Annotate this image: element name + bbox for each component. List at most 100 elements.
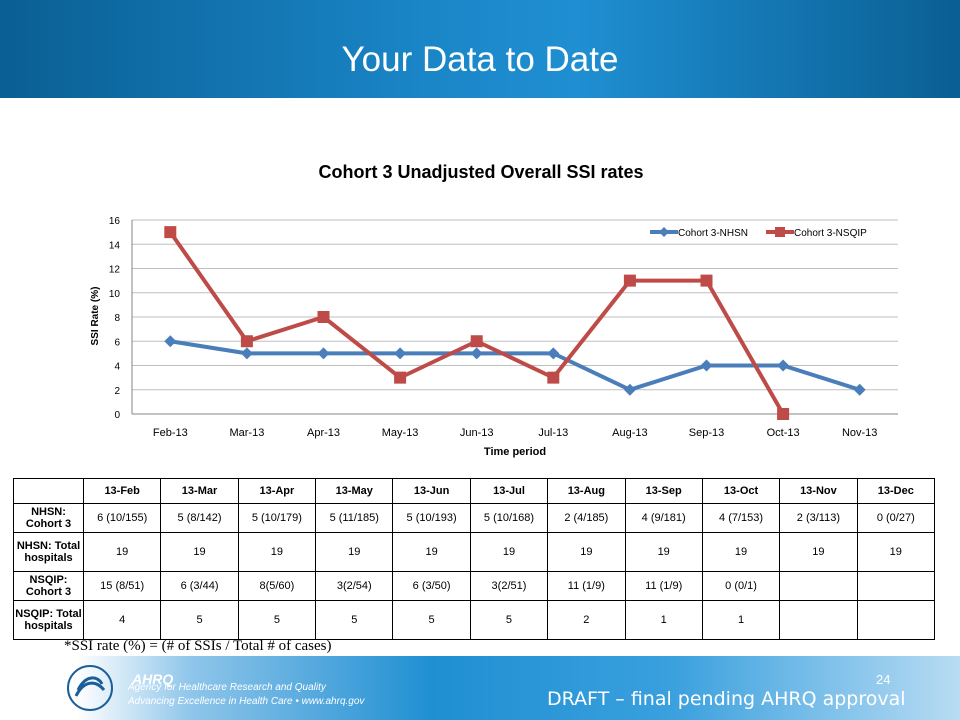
data-point (164, 226, 177, 239)
data-point (470, 335, 483, 348)
table-cell (779, 600, 858, 640)
table-cell: 2 (3/113) (779, 503, 858, 533)
footer-tagline: Advancing Excellence in Health Care • ww… (128, 696, 365, 707)
y-tick-label: 6 (114, 337, 120, 348)
table-cell: 19 (237, 532, 317, 572)
table-header-cell: 13-Dec (856, 478, 936, 504)
table-cell: 3(2/51) (469, 571, 549, 601)
series-line-nsqip (168, 230, 785, 415)
table-cell: 5 (11/185) (315, 503, 394, 533)
legend-marker (659, 227, 669, 237)
y-tick-label: 4 (114, 362, 120, 373)
y-tick-label: 10 (109, 289, 121, 300)
y-tick-label: 0 (114, 410, 120, 421)
table-cell: 4 (7/153) (701, 503, 781, 533)
table-header-cell: 13-Aug (547, 478, 626, 504)
chart-series (164, 226, 866, 420)
data-point (777, 408, 790, 420)
table-cell: 11 (1/9) (624, 571, 703, 601)
legend-marker (775, 227, 785, 237)
x-axis: Feb-13 Mar-13 Apr-13 May-13 Jun-13 Jul-13 Aug-… (153, 427, 878, 439)
y-tick-label: 14 (109, 240, 121, 251)
table-row-label: NHSN: Cohort 3 (13, 503, 84, 533)
table-cell: 5 (160, 600, 239, 640)
legend-label: Cohort 3-NHSN (678, 228, 748, 239)
data-point (700, 274, 713, 287)
table-cell: 5 (10/179) (237, 503, 317, 533)
x-tick-label: Jun-13 (460, 427, 494, 439)
footer-agency-name: Agency for Healthcare Research and Quali… (128, 682, 326, 693)
x-tick-label: Feb-13 (153, 427, 188, 439)
table-cell: 19 (779, 532, 858, 572)
data-point (470, 347, 483, 360)
x-tick-label: Oct-13 (767, 427, 800, 439)
table-cell: 8(5/60) (237, 571, 317, 601)
data-point (547, 371, 560, 384)
data-point (317, 311, 330, 323)
table-cell: 19 (392, 532, 471, 572)
table-cell: 5 (392, 600, 471, 640)
x-tick-label: Mar-13 (229, 427, 264, 439)
slide-header: Your Data to Date (0, 0, 960, 98)
data-point (394, 371, 407, 384)
y-tick-label: 16 (109, 216, 121, 227)
table-header-cell: 13-Jul (469, 478, 549, 504)
table-cell: 19 (160, 532, 239, 572)
table-cell: 4 (9/181) (624, 503, 703, 533)
x-tick-label: Sep-13 (689, 427, 724, 439)
data-point (853, 383, 866, 396)
data-point (623, 274, 636, 287)
data-point (317, 347, 330, 360)
table-cell: 6 (10/155) (82, 503, 162, 533)
chart-legend: Cohort 3-NHSN Cohort 3-NSQIP (650, 227, 867, 239)
table-row: NHSN: Total hospitals 19 19 19 19 19 19 19 19 19 1… (13, 532, 936, 572)
data-point (394, 347, 407, 360)
table-cell (779, 571, 858, 601)
x-tick-label: Jul-13 (538, 427, 568, 439)
table-header-cell: 13-Sep (624, 478, 703, 504)
table-row: NSQIP: Cohort 3 15 (8/51) 6 (3/44) 8(5/60) 3… (13, 571, 936, 601)
data-point (240, 347, 253, 360)
table-header-cell: 13-May (315, 478, 394, 504)
table-cell: 2 (547, 600, 626, 640)
table-cell: 19 (624, 532, 703, 572)
footnote: *SSI rate (%) = (# of SSIs / Total # of … (64, 638, 332, 654)
table-row-label: NSQIP: Total hospitals (13, 600, 84, 640)
table-cell: 5 (469, 600, 549, 640)
table-header-cell (13, 478, 84, 504)
table-row-label: NSQIP: Cohort 3 (13, 571, 84, 601)
data-point (164, 335, 177, 348)
table-cell (856, 571, 936, 601)
table-header-cell: 13-Apr (237, 478, 317, 504)
table-cell: 19 (82, 532, 162, 572)
slide-footer (0, 656, 960, 720)
table-cell: 5 (10/168) (469, 503, 549, 533)
y-axis-label: SSI Rate (%) (90, 287, 101, 346)
page-number: 24 (876, 672, 891, 687)
chart-title: Cohort 3 Unadjusted Overall SSI rates (318, 162, 643, 182)
y-tick-label: 12 (109, 265, 121, 276)
table-cell: 2 (4/185) (547, 503, 626, 533)
table-cell: 15 (8/51) (82, 571, 162, 601)
x-tick-label: Apr-13 (307, 427, 340, 439)
table-cell (856, 600, 936, 640)
table-cell: 0 (0/27) (856, 503, 936, 533)
table-cell: 19 (547, 532, 626, 572)
table-header-cell: 13-Nov (779, 478, 858, 504)
table-row-label: NHSN: Total hospitals (13, 532, 84, 572)
x-axis-label: Time period (484, 446, 546, 458)
table-cell: 5 (8/142) (160, 503, 239, 533)
table-cell: 4 (82, 600, 162, 640)
hhs-ahrq-logo: AHRQ (67, 665, 173, 711)
table-header-cell: 13-Feb (82, 478, 162, 504)
data-point (700, 359, 713, 372)
data-point (623, 383, 636, 396)
draft-notice: DRAFT – final pending AHRQ approval (547, 688, 906, 710)
table-cell: 5 (315, 600, 394, 640)
series-line-nhsn (169, 339, 861, 392)
legend-label: Cohort 3-NSQIP (794, 228, 867, 239)
y-axis: 0 2 4 6 8 10 12 14 16 (109, 216, 121, 421)
table-header-cell: 13-Jun (392, 478, 471, 504)
y-tick-label: 2 (114, 386, 120, 397)
